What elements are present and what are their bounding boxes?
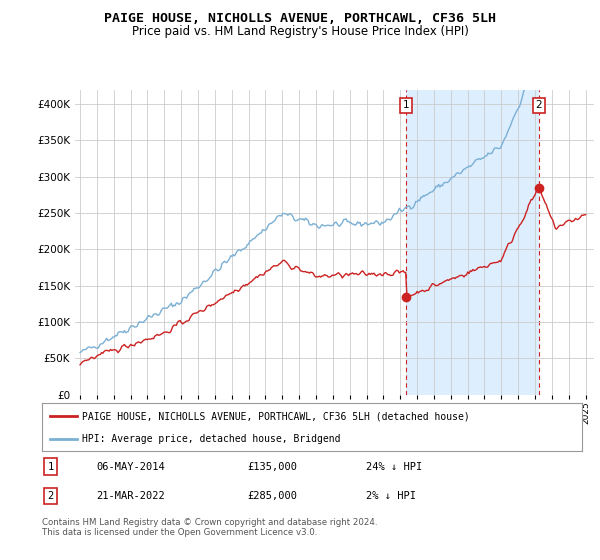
Text: 2: 2 <box>535 100 542 110</box>
Text: 1: 1 <box>47 461 53 472</box>
Text: 24% ↓ HPI: 24% ↓ HPI <box>366 461 422 472</box>
Text: 1: 1 <box>403 100 409 110</box>
Text: PAIGE HOUSE, NICHOLLS AVENUE, PORTHCAWL, CF36 5LH: PAIGE HOUSE, NICHOLLS AVENUE, PORTHCAWL,… <box>104 12 496 25</box>
Bar <box>406 90 539 395</box>
Text: £135,000: £135,000 <box>247 461 297 472</box>
Text: PAIGE HOUSE, NICHOLLS AVENUE, PORTHCAWL, CF36 5LH (detached house): PAIGE HOUSE, NICHOLLS AVENUE, PORTHCAWL,… <box>83 411 470 421</box>
Text: 2: 2 <box>47 491 53 501</box>
Text: HPI: Average price, detached house, Bridgend: HPI: Average price, detached house, Brid… <box>83 434 341 444</box>
Text: £285,000: £285,000 <box>247 491 297 501</box>
Text: 21-MAR-2022: 21-MAR-2022 <box>96 491 165 501</box>
Text: 2% ↓ HPI: 2% ↓ HPI <box>366 491 416 501</box>
Text: Price paid vs. HM Land Registry's House Price Index (HPI): Price paid vs. HM Land Registry's House … <box>131 25 469 38</box>
Text: Contains HM Land Registry data © Crown copyright and database right 2024.
This d: Contains HM Land Registry data © Crown c… <box>42 518 377 538</box>
Text: 06-MAY-2014: 06-MAY-2014 <box>96 461 165 472</box>
